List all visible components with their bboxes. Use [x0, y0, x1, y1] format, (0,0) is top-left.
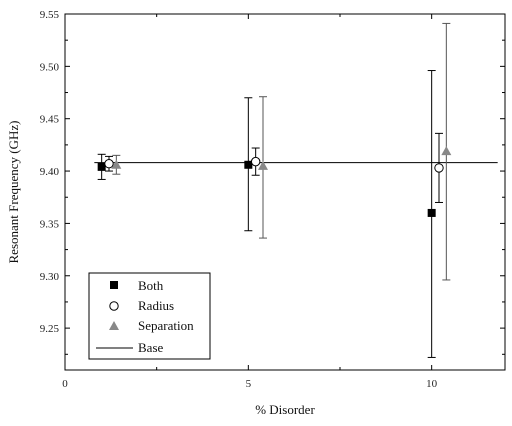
- point-both: [97, 162, 106, 171]
- x-tick-label: 0: [62, 378, 68, 390]
- point-radius: [250, 156, 261, 167]
- legend-marker-both: [110, 281, 118, 289]
- y-tick-label: 9.35: [40, 218, 60, 230]
- y-tick-label: 9.30: [40, 271, 60, 283]
- x-tick-label: 10: [426, 378, 438, 390]
- legend: Both Radius Separation Base: [88, 272, 211, 360]
- x-axis-title: % Disorder: [255, 402, 315, 417]
- point-separation: [258, 160, 268, 170]
- point-both: [244, 160, 253, 169]
- y-axis-title: Resonant Frequency (GHz): [6, 121, 21, 264]
- y-tick-label: 9.40: [40, 166, 60, 178]
- y-tick-label: 9.55: [40, 9, 60, 21]
- point-separation: [441, 146, 452, 156]
- y-tick-label: 9.45: [40, 114, 60, 126]
- y-tick-label: 9.25: [40, 323, 60, 335]
- point-both: [427, 208, 436, 217]
- legend-marker-radius: [109, 301, 119, 311]
- axis-ticks: 0 5 10 9.25 9.30 9.35 9.40 9.45 9.50 9.55: [40, 9, 505, 390]
- point-separation: [111, 159, 122, 169]
- legend-box: [88, 272, 211, 360]
- legend-marker-separation: [109, 321, 119, 330]
- x-tick-label: 5: [246, 378, 252, 390]
- legend-label-separation: Separation: [138, 318, 194, 333]
- series-group: [97, 22, 452, 358]
- point-radius: [434, 163, 444, 173]
- legend-label-both: Both: [138, 278, 164, 293]
- point-radius: [104, 159, 114, 169]
- y-tick-label: 9.50: [40, 61, 60, 73]
- legend-label-base: Base: [138, 340, 164, 355]
- legend-label-radius: Radius: [138, 298, 174, 313]
